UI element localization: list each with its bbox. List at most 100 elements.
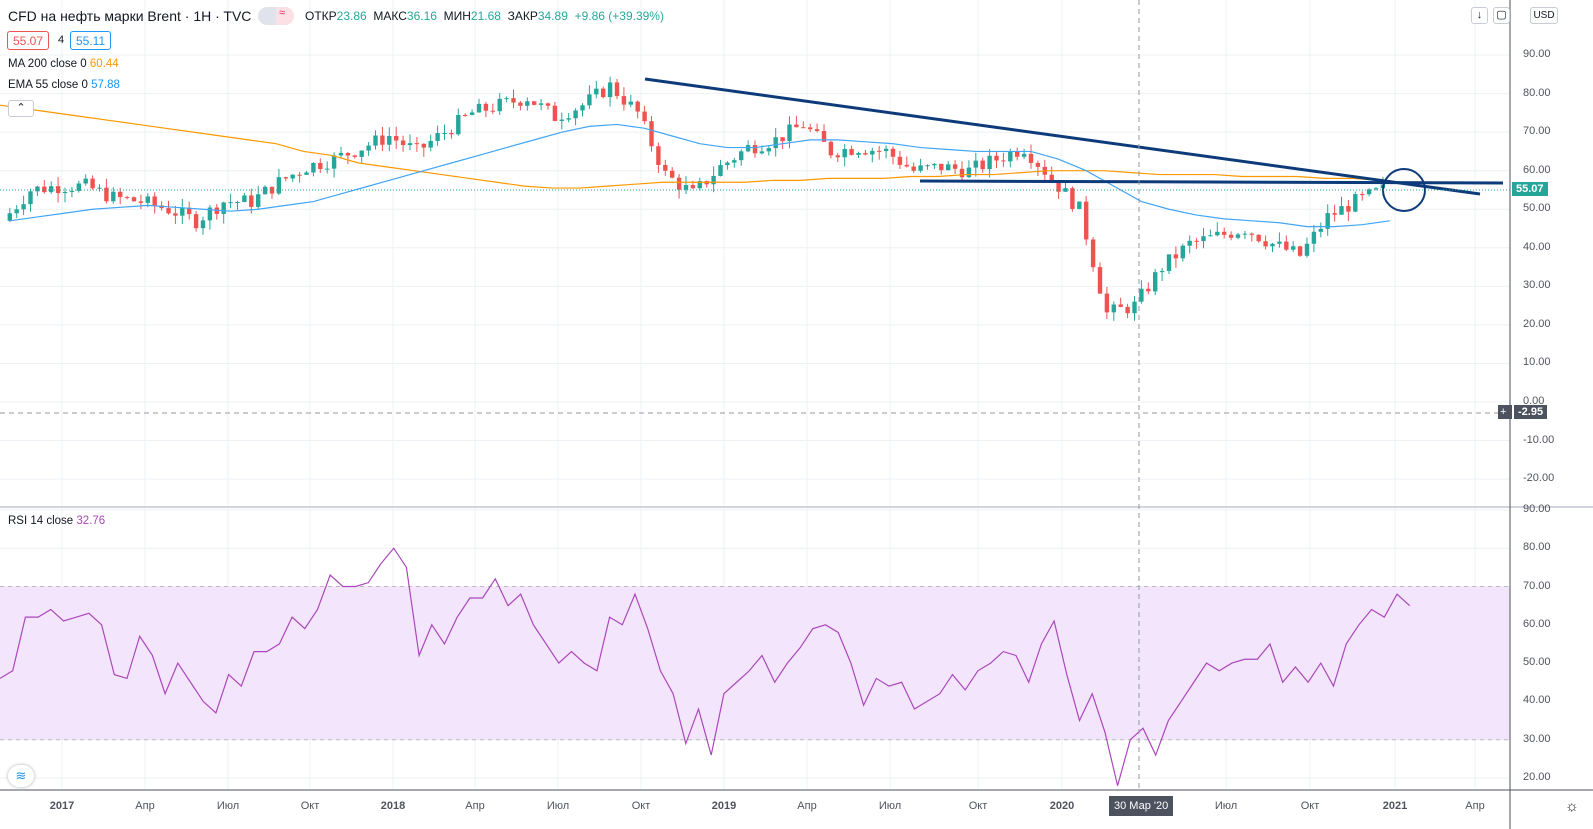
settings-icon[interactable]: ☼: [1565, 798, 1579, 815]
candle-body: [311, 163, 316, 173]
candle-body: [297, 174, 302, 176]
time-axis-label: Окт: [968, 800, 988, 812]
candle-body: [511, 98, 516, 103]
candle-body: [1021, 153, 1027, 157]
candle-body: [808, 127, 813, 130]
ma-legend[interactable]: MA 200 close 0 60.44: [8, 58, 119, 70]
candle-body: [1146, 288, 1151, 292]
time-axis-label: Июл: [546, 800, 570, 812]
candle-body: [387, 136, 392, 145]
candle-body: [939, 163, 944, 171]
candle-body: [759, 151, 765, 154]
candle-body: [532, 101, 537, 105]
rsi-legend[interactable]: RSI 14 close 32.76: [8, 515, 106, 527]
time-axis-label: 2018: [380, 800, 406, 812]
candle-body: [766, 148, 771, 152]
candle-body: [1242, 233, 1248, 235]
buy-button[interactable]: 55.11: [70, 31, 112, 50]
candle-body: [373, 135, 378, 146]
candle-body: [1139, 288, 1144, 302]
candle-body: [449, 133, 454, 135]
candle-body: [1111, 304, 1116, 313]
candle-body: [656, 146, 661, 165]
candle-body: [842, 148, 847, 158]
candle-body: [635, 101, 640, 112]
candle-body: [1153, 272, 1158, 292]
candle-body: [1070, 188, 1075, 209]
candle-body: [1159, 270, 1165, 273]
candle-body: [14, 209, 19, 214]
candle-body: [1132, 301, 1137, 314]
arrow-down-icon[interactable]: ↓: [1471, 7, 1488, 24]
candle-body: [642, 111, 647, 122]
add-icon[interactable]: +: [1498, 405, 1512, 419]
candle-body: [1084, 201, 1089, 240]
candle-body: [124, 197, 130, 199]
candle-body: [262, 186, 268, 195]
candle-body: [718, 165, 723, 176]
candle-body: [463, 114, 468, 116]
candle-body: [1049, 174, 1054, 181]
time-axis-label: 2021: [1382, 800, 1408, 812]
candle-body: [1090, 239, 1096, 268]
candle-body: [683, 185, 689, 190]
candle-body: [42, 186, 47, 193]
sell-button[interactable]: 55.07: [7, 31, 50, 50]
candle-body: [242, 195, 247, 203]
candle-body: [918, 165, 923, 171]
candle-body: [1166, 254, 1172, 271]
candle-body: [904, 164, 909, 167]
candle-body: [594, 88, 599, 95]
time-axis-label: 2019: [711, 800, 737, 812]
candle-body: [559, 119, 564, 121]
candle-body: [304, 172, 309, 175]
candle-body: [959, 168, 965, 178]
candle-body: [504, 98, 509, 100]
candle-body: [476, 103, 482, 113]
candle-body: [1360, 194, 1365, 196]
candle-body: [870, 150, 875, 155]
rsi-axis-label: 20.00: [1523, 771, 1551, 783]
candle-body: [1173, 254, 1179, 259]
ma200-line: [0, 104, 1381, 189]
candle-body: [145, 196, 150, 203]
candle-body: [552, 105, 558, 121]
collapse-legend-button[interactable]: ⌃: [8, 100, 34, 117]
candle-body: [1297, 246, 1303, 256]
time-axis-label: Июл: [1214, 800, 1238, 812]
candle-body: [1180, 245, 1185, 259]
candle-body: [111, 191, 116, 202]
time-axis-label: Июл: [878, 800, 902, 812]
ema55-line: [9, 123, 1390, 228]
candle-body: [538, 103, 544, 105]
time-axis-label: Апр: [797, 800, 817, 812]
candle-body: [1187, 240, 1192, 246]
rsi-axis-label: 40.00: [1523, 694, 1551, 707]
candle-body: [994, 155, 999, 161]
candle-body: [773, 137, 778, 149]
candle-body: [566, 118, 571, 120]
candle-body: [794, 124, 799, 128]
candle-body: [152, 196, 157, 206]
candle-body: [345, 152, 351, 156]
ema-legend[interactable]: EMA 55 close 0 57.88: [8, 79, 120, 91]
trendline: [644, 77, 1481, 196]
maximize-icon[interactable]: ▢: [1493, 7, 1510, 24]
price-axis-label: -10.00: [1523, 433, 1555, 446]
candle-body: [442, 133, 447, 135]
market-status-icon[interactable]: ≈: [258, 7, 294, 25]
candle-body: [338, 152, 344, 156]
time-axis-label: Апр: [465, 800, 485, 812]
price-axis-label: 60.00: [1523, 163, 1551, 176]
candle-body: [1208, 235, 1213, 237]
price-axis-label: 10.00: [1523, 356, 1551, 369]
candle-body: [911, 166, 916, 171]
tradingview-logo-icon[interactable]: ≋: [8, 765, 34, 787]
candle-body: [1346, 206, 1351, 212]
rsi-axis-label: 50.00: [1523, 656, 1551, 669]
time-axis-label: 2020: [1049, 800, 1075, 812]
candle-body: [780, 137, 785, 142]
candle-body: [193, 214, 199, 229]
currency-button[interactable]: USD: [1530, 7, 1558, 24]
